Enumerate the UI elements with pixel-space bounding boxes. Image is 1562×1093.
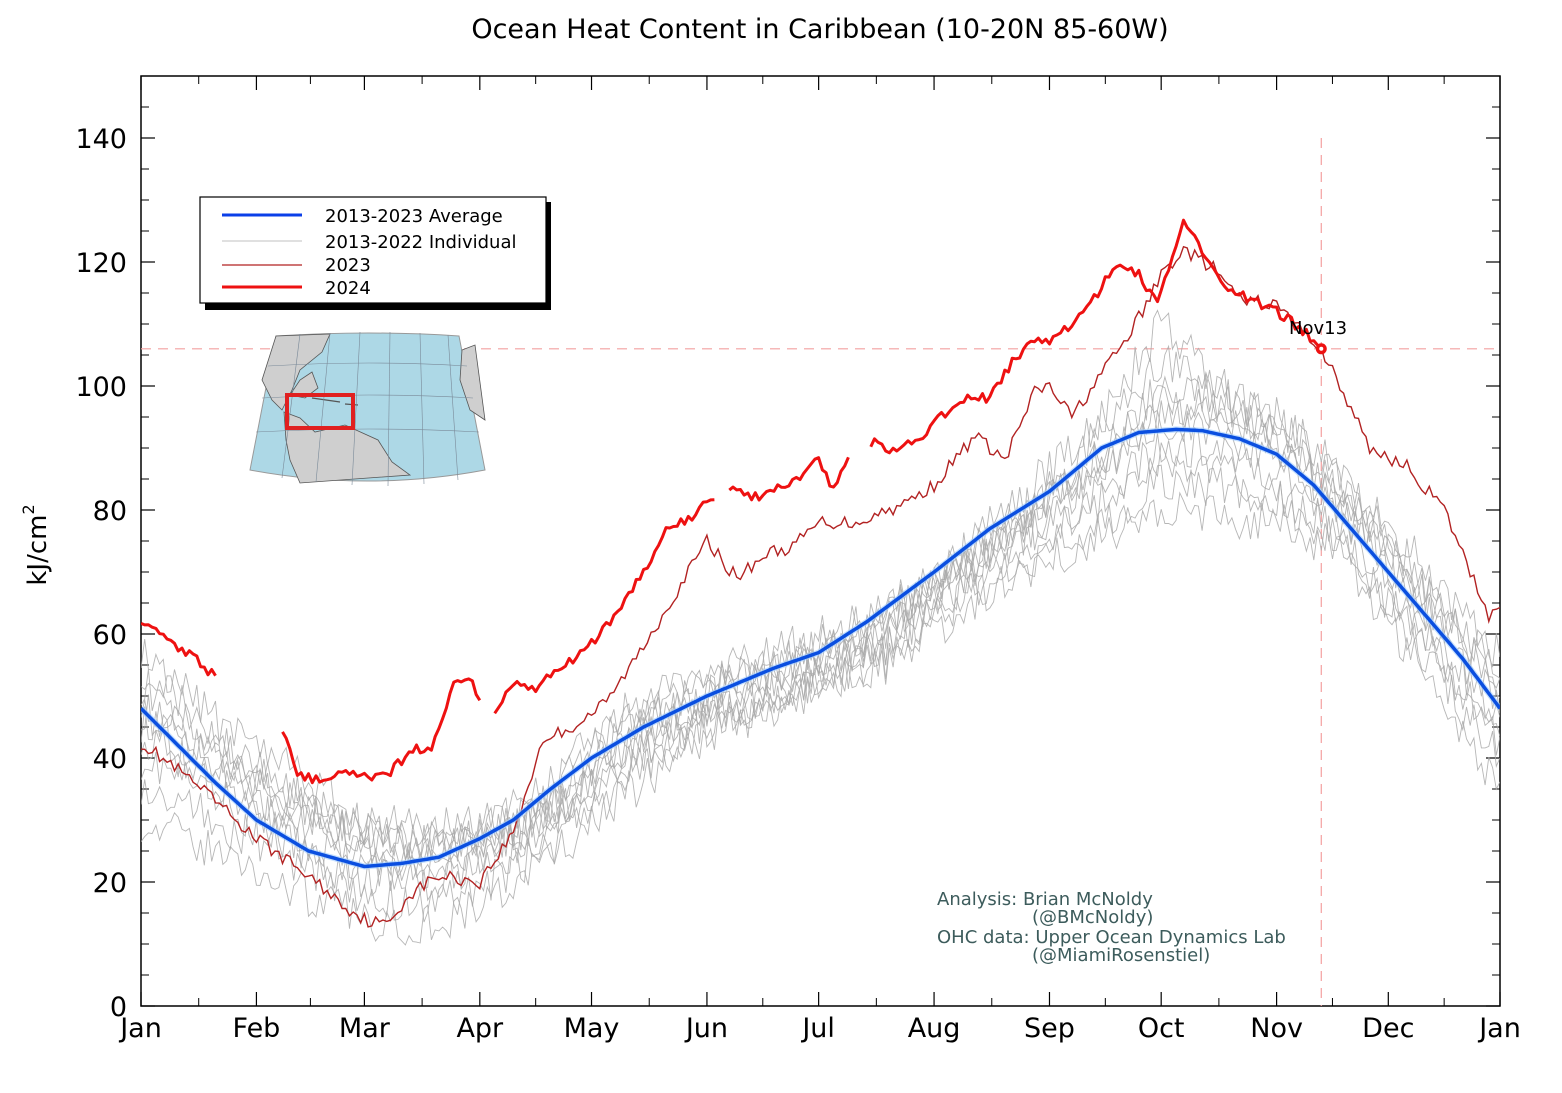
series-2024-segment — [281, 677, 482, 785]
x-tick-label: Jan — [118, 1013, 162, 1044]
y-tick-label: 0 — [110, 992, 127, 1023]
x-tick-label: Dec — [1362, 1013, 1414, 1044]
x-tick-label: Nov — [1250, 1013, 1303, 1044]
series-2024-segment — [728, 456, 850, 502]
map-north-america — [261, 333, 331, 411]
individual-year-line — [141, 491, 1500, 946]
x-tick-label: Mar — [339, 1013, 391, 1044]
y-tick-labels: 0 20 40 60 80 100 120 140 — [75, 124, 127, 1023]
individual-year-line — [141, 385, 1500, 858]
legend: 2013-2023 Average 2013-2022 Individual 2… — [199, 196, 551, 310]
x-tick-label: Feb — [233, 1013, 281, 1044]
y-tick-label: 60 — [93, 620, 127, 651]
y-tick-label: 20 — [93, 868, 127, 899]
map-region-box — [285, 393, 355, 430]
y-tick-label: 140 — [75, 124, 127, 155]
series-average-halo — [141, 426, 1500, 870]
series-2024-segment — [493, 498, 715, 715]
map-graticule — [255, 331, 480, 487]
individual-year-line — [141, 309, 1500, 867]
y-tick-label: 80 — [93, 496, 127, 527]
legend-label-2024: 2024 — [325, 278, 371, 299]
nov13-annotation: Nov13 — [1289, 318, 1347, 339]
credit-analysis: Analysis: Brian McNoldy — [937, 889, 1153, 910]
axis-ticks — [140, 76, 1501, 1007]
individual-year-line — [141, 410, 1500, 876]
series-2024-line — [141, 218, 1323, 785]
x-tick-label: Oct — [1138, 1013, 1185, 1044]
legend-label-individual: 2013-2022 Individual — [325, 232, 517, 253]
x-tick-label: Jul — [800, 1013, 835, 1044]
series-average-line — [141, 426, 1500, 870]
credit-data: OHC data: Upper Ocean Dynamics Lab — [937, 927, 1286, 948]
x-tick-label: Jan — [1477, 1013, 1521, 1044]
y-tick-label: 40 — [93, 744, 127, 775]
individual-years-lines — [141, 309, 1500, 946]
chart-title: Ocean Heat Content in Caribbean (10-20N … — [471, 14, 1168, 45]
series-2023-line — [141, 245, 1500, 928]
map-africa-edge — [459, 344, 486, 421]
x-tick-label: Sep — [1024, 1013, 1075, 1044]
series-average-path — [141, 427, 1500, 869]
y-axis-label: kJ/cm2 — [19, 504, 53, 585]
x-tick-label: Jun — [684, 1013, 728, 1044]
nov13-marker-center — [1319, 346, 1324, 351]
legend-label-average: 2013-2023 Average — [325, 206, 503, 227]
series-2024-segment — [869, 218, 1323, 455]
y-tick-label: 120 — [75, 248, 127, 279]
legend-label-2023: 2023 — [325, 255, 371, 276]
credit-data-handle: (@MiamiRosenstiel) — [1032, 945, 1210, 966]
individual-year-line — [141, 464, 1500, 923]
credit-analysis-handle: (@BMcNoldy) — [1032, 907, 1153, 928]
series-2023-path — [141, 245, 1500, 928]
x-tick-label: May — [564, 1013, 620, 1044]
nov13-marker — [1315, 343, 1327, 355]
inset-map — [249, 331, 486, 487]
map-gulf-coast — [289, 371, 319, 399]
x-tick-label: Aug — [908, 1013, 961, 1044]
x-tick-labels: Jan Feb Mar Apr May Jun Jul Aug Sep Oct Nov Dec Jan — [118, 1013, 1521, 1044]
series-2024-segment — [141, 622, 217, 677]
x-tick-label: Apr — [456, 1013, 504, 1044]
y-tick-label: 100 — [75, 372, 127, 403]
